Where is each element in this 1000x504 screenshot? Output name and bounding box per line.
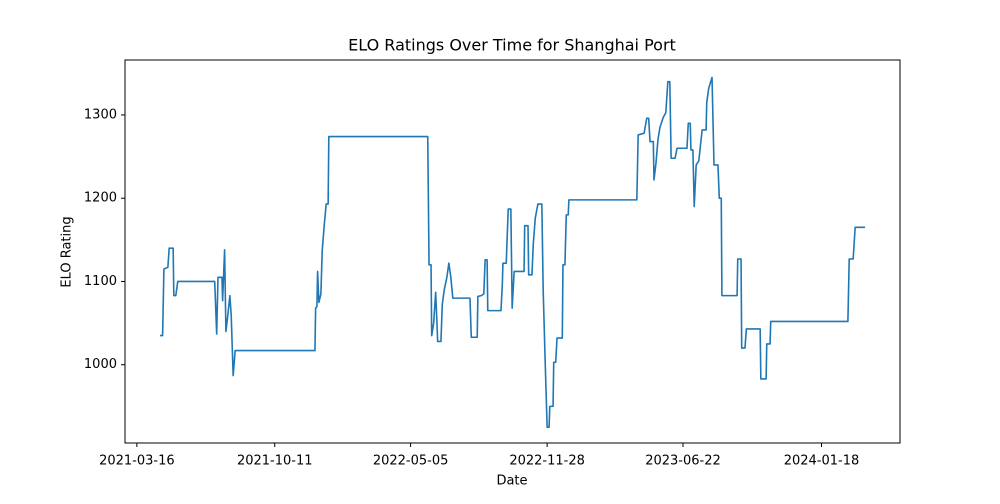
y-tick-label: 1200 [84, 191, 117, 206]
y-axis-label: ELO Rating [60, 216, 75, 287]
data-line [159, 76, 866, 428]
x-tick-label: 2021-03-16 [99, 454, 175, 469]
y-tick-label: 1100 [84, 274, 117, 289]
chart-title: ELO Ratings Over Time for Shanghai Port [348, 36, 676, 55]
x-tick-label: 2022-05-05 [373, 454, 449, 469]
x-tick-label: 2022-11-28 [509, 454, 585, 469]
x-tick-label: 2021-10-11 [237, 454, 313, 469]
x-axis-label: Date [496, 474, 527, 489]
x-tick-label: 2023-06-22 [645, 454, 721, 469]
y-tick-label: 1000 [84, 357, 117, 372]
y-tick-label: 1300 [84, 107, 117, 122]
x-tick-label: 2024-01-18 [784, 454, 860, 469]
plot-frame [124, 59, 901, 444]
